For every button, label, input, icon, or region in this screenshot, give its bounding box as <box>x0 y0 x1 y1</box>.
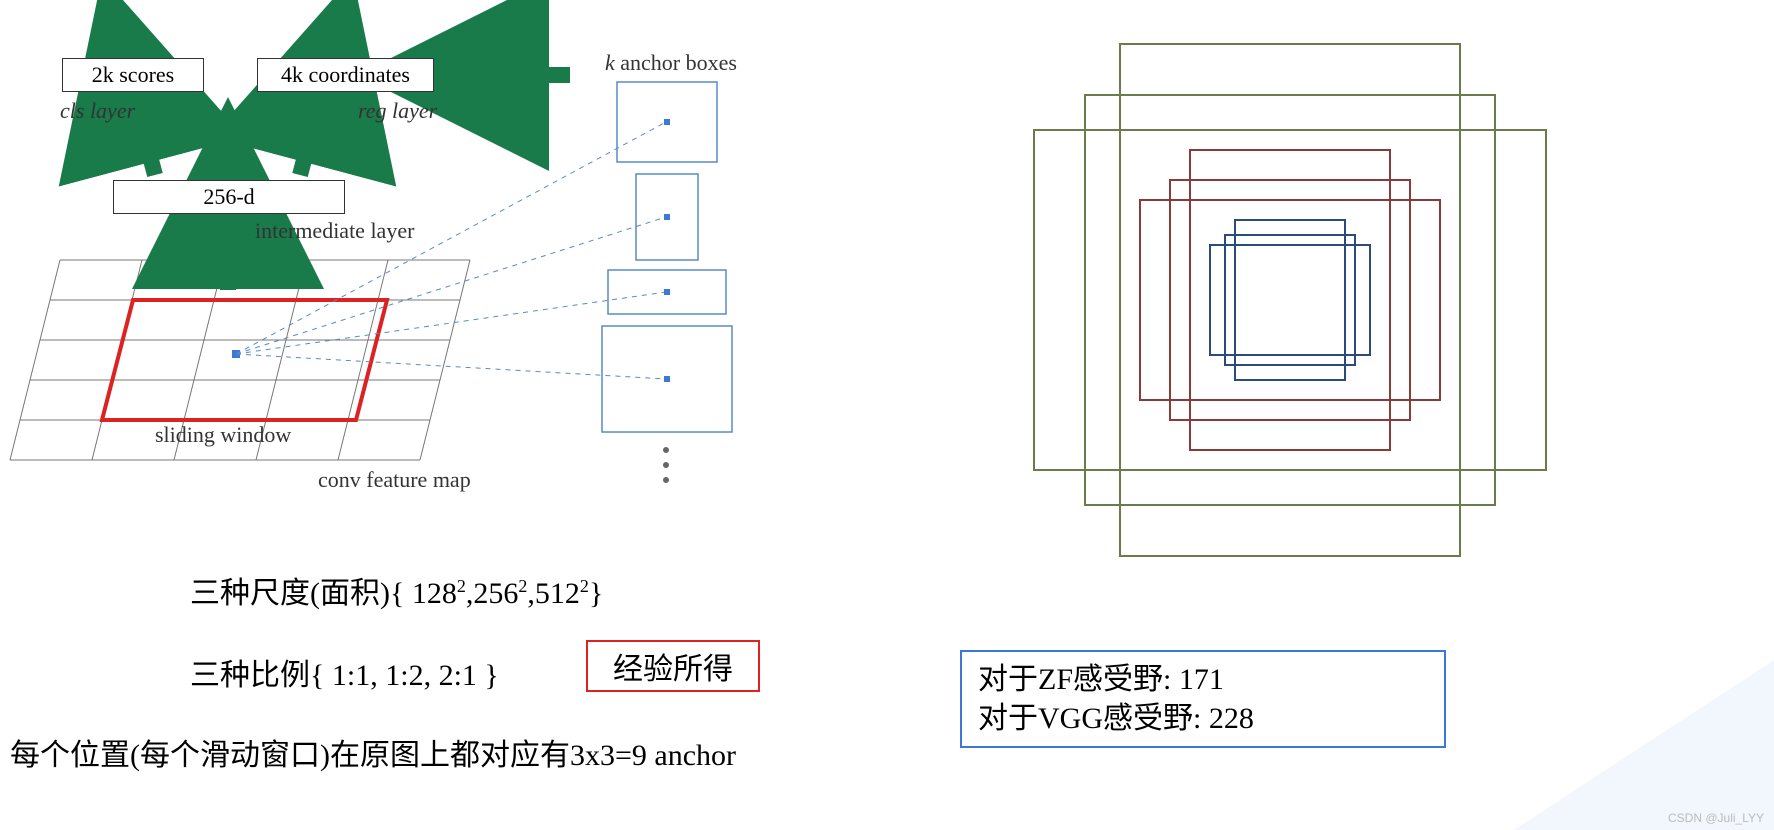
coord-box-text: 4k coordinates <box>281 62 410 88</box>
sliding-window <box>102 300 387 420</box>
watermark: CSDN @Juli_LYY <box>1668 811 1764 825</box>
feat-box-text: 256-d <box>203 184 254 210</box>
watermark-triangle <box>1514 660 1774 830</box>
conv-map-label: conv feature map <box>318 467 471 493</box>
experience-box: 经验所得 <box>586 640 760 692</box>
receptive-field-box: 对于ZF感受野: 171 对于VGG感受野: 228 <box>960 650 1446 748</box>
position-line: 每个位置(每个滑动窗口)在原图上都对应有3x3=9 anchor <box>10 730 736 774</box>
feat-box: 256-d <box>113 180 345 214</box>
reg-layer-label: reg layer <box>358 98 437 124</box>
sliding-window-label: sliding window <box>155 422 291 448</box>
coord-box: 4k coordinates <box>257 58 434 92</box>
score-box-text: 2k scores <box>92 62 174 88</box>
score-box: 2k scores <box>62 58 204 92</box>
scale-line: 三种尺度(面积){ 1282,2562,5122} <box>190 568 603 612</box>
intermediate-label: intermediate layer <box>255 218 414 244</box>
experience-text: 经验所得 <box>613 644 733 688</box>
k-anchor-label: k k anchor boxesanchor boxes <box>605 50 737 76</box>
ratio-line: 三种比例{ 1:1, 1:2, 2:1 } <box>190 650 499 694</box>
anchor-visualization <box>980 10 1600 590</box>
vgg-line: 对于VGG感受野: 228 <box>978 699 1428 738</box>
cls-layer-label: cls layer <box>60 98 135 124</box>
zf-line: 对于ZF感受野: 171 <box>978 660 1428 699</box>
